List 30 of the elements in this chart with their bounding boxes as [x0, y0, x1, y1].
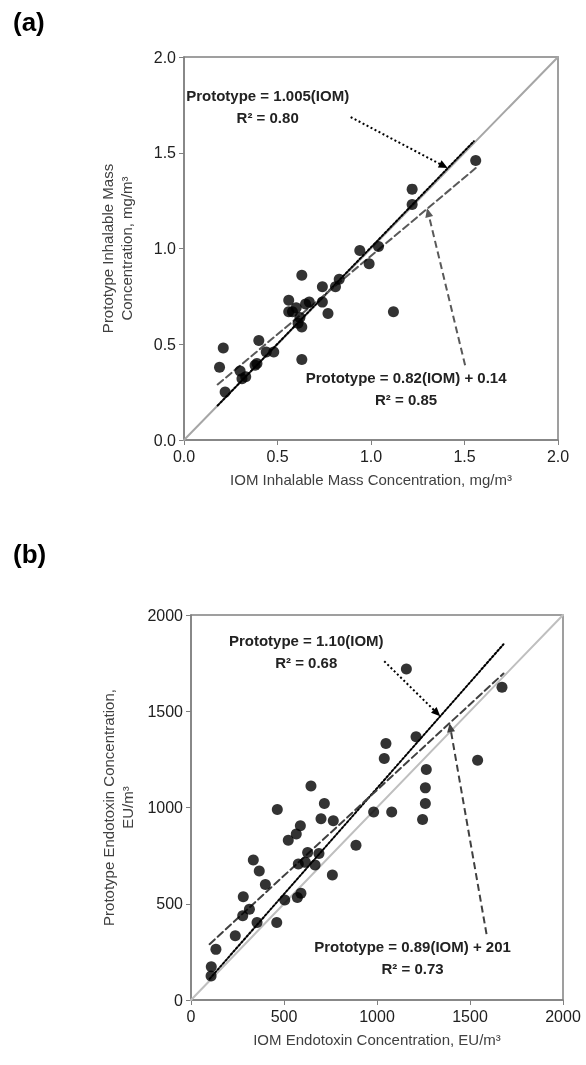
y-tick-label: 1.0	[153, 240, 177, 257]
y-axis-title: Prototype Endotoxin Concentration, EU/m³	[99, 689, 136, 926]
y-tick-label: 0.5	[153, 335, 177, 353]
y-tick-label: 1500	[147, 702, 184, 720]
x-tick-label: 1000	[359, 1007, 395, 1025]
y-tick-label: 500	[156, 895, 184, 913]
chart-title: (b)	[13, 539, 47, 569]
x-axis-title: IOM Endotoxin Concentration, EU/m³	[253, 1031, 501, 1048]
chart-title: (a)	[13, 7, 45, 37]
annotation: Prototype = 0.89(IOM) + 201 R² = 0.73	[314, 937, 511, 977]
y-tick-label: 0	[174, 991, 184, 1009]
y-tick-label: 1.5	[153, 144, 177, 162]
annotation: Prototype = 1.10(IOM) R² = 0.68	[228, 631, 384, 671]
y-axis-title: Prototype Inhalable Mass Concentration, mg/m³	[99, 163, 135, 334]
x-tick-label: 0.5	[266, 447, 289, 465]
annotation: Prototype = 0.82(IOM) + 0.14 R² = 0.85	[305, 368, 508, 408]
x-tick-label: 0	[186, 1007, 196, 1025]
x-axis-title: IOM Inhalable Mass Concentration, mg/m³	[230, 471, 512, 488]
y-tick-label: 2000	[147, 606, 184, 624]
x-tick-label: 0.0	[172, 447, 196, 465]
annotation: Prototype = 1.005(IOM) R² = 0.80	[186, 86, 350, 126]
x-tick-label: 1.0	[359, 447, 383, 465]
x-tick-label: 2.0	[546, 447, 570, 465]
x-tick-label: 500	[270, 1007, 298, 1025]
x-tick-label: 1.5	[453, 447, 476, 465]
x-tick-label: 1500	[452, 1007, 488, 1025]
y-tick-label: 0.0	[153, 431, 177, 449]
x-tick-label: 2000	[545, 1007, 581, 1025]
y-tick-label: 1000	[147, 799, 184, 816]
y-tick-label: 2.0	[153, 48, 177, 66]
